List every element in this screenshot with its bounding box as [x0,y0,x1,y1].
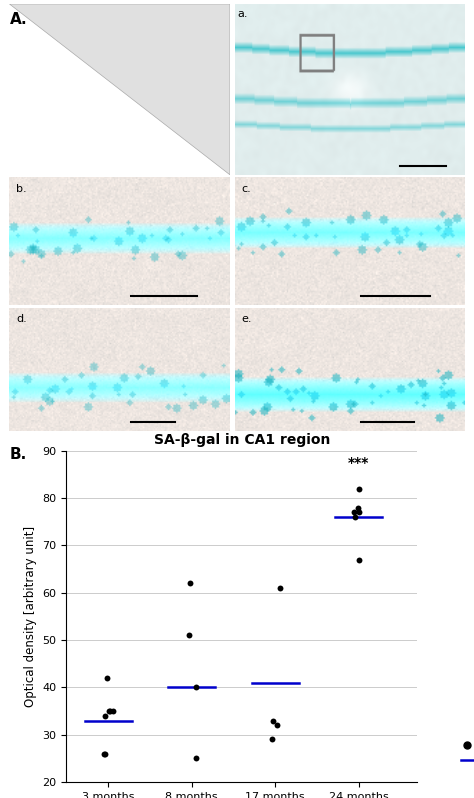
Text: B.: B. [9,447,27,462]
Legend: Raw data, Mean: Raw data, Mean [457,737,474,770]
Point [350,506,358,519]
Point [276,582,284,595]
Point [186,577,193,590]
Point [351,511,359,523]
Text: a.: a. [237,9,247,19]
Text: b.: b. [16,184,27,194]
Point [103,672,110,685]
Point [185,629,193,642]
Point [101,747,109,760]
Point [105,705,113,717]
Point [268,733,276,746]
Point [273,719,281,732]
Point [356,482,363,495]
Point [109,705,117,717]
Point [355,553,363,566]
Text: e.: e. [242,314,252,324]
Point [192,752,200,764]
Point [354,501,361,514]
Polygon shape [9,4,230,175]
Point [107,705,114,717]
Point [101,709,109,722]
Text: c.: c. [242,184,251,194]
Y-axis label: Optical density [arbitrary unit]: Optical density [arbitrary unit] [24,526,37,707]
Point [192,681,200,693]
Point [270,714,277,727]
Point [355,506,363,519]
Text: A.: A. [9,12,27,27]
Point [100,747,108,760]
Text: d.: d. [16,314,27,324]
Title: SA-β-gal in CA1 region: SA-β-gal in CA1 region [154,433,330,447]
Text: ***: *** [348,456,369,470]
